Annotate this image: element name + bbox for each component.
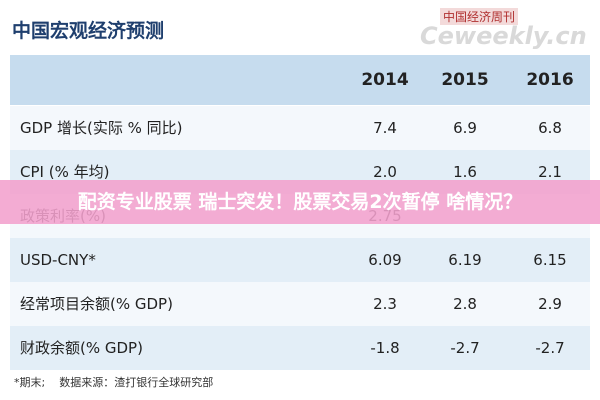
row-label: USD-CNY* <box>20 251 96 269</box>
column-header: 2015 <box>441 70 489 90</box>
cell-value: 6.15 <box>533 251 567 269</box>
column-header: 2016 <box>526 70 574 90</box>
cell-value: 6.9 <box>453 119 477 137</box>
column-header: 2014 <box>361 70 409 90</box>
cell-value: 2.9 <box>538 295 562 313</box>
table-row: 财政余额(% GDP) -1.8 -2.7 -2.7 <box>10 326 590 370</box>
logo-watermark: Ceweekly.cn <box>420 22 587 50</box>
cell-value: -2.7 <box>450 339 480 357</box>
table-header: 2014 2015 2016 <box>10 55 590 105</box>
cell-value: 2.0 <box>373 163 397 181</box>
row-label: CPI (% 年均) <box>20 163 110 181</box>
cell-value: 2.3 <box>373 295 397 313</box>
logo: 中国经济周刊 <box>440 8 519 25</box>
cell-value: 6.8 <box>538 119 562 137</box>
cell-value: 2.1 <box>538 163 562 181</box>
cell-value: 1.6 <box>453 163 477 181</box>
cell-value: -1.8 <box>370 339 400 357</box>
row-label: 财政余额(% GDP) <box>20 339 143 357</box>
table-row: 经常项目余额(% GDP) 2.3 2.8 2.9 <box>10 282 590 326</box>
cell-value: 6.09 <box>368 251 402 269</box>
table-row: GDP 增长(实际 % 同比) 7.4 6.9 6.8 <box>10 106 590 150</box>
footnote: *期末; 数据来源：渣打银行全球研究部 <box>14 376 214 389</box>
row-label: 经常项目余额(% GDP) <box>20 295 173 313</box>
cell-value: -2.7 <box>535 339 565 357</box>
cell-value: 6.19 <box>448 251 482 269</box>
table-row: USD-CNY* 6.09 6.19 6.15 <box>10 238 590 282</box>
cell-value: 2.8 <box>453 295 477 313</box>
title: 中国宏观经济预测 <box>12 20 165 42</box>
row-label: GDP 增长(实际 % 同比) <box>20 119 183 137</box>
banner[interactable]: 配资专业股票 瑞士突发！股票交易2次暂停 啥情况？ <box>0 180 600 224</box>
cell-value: 7.4 <box>373 119 397 137</box>
